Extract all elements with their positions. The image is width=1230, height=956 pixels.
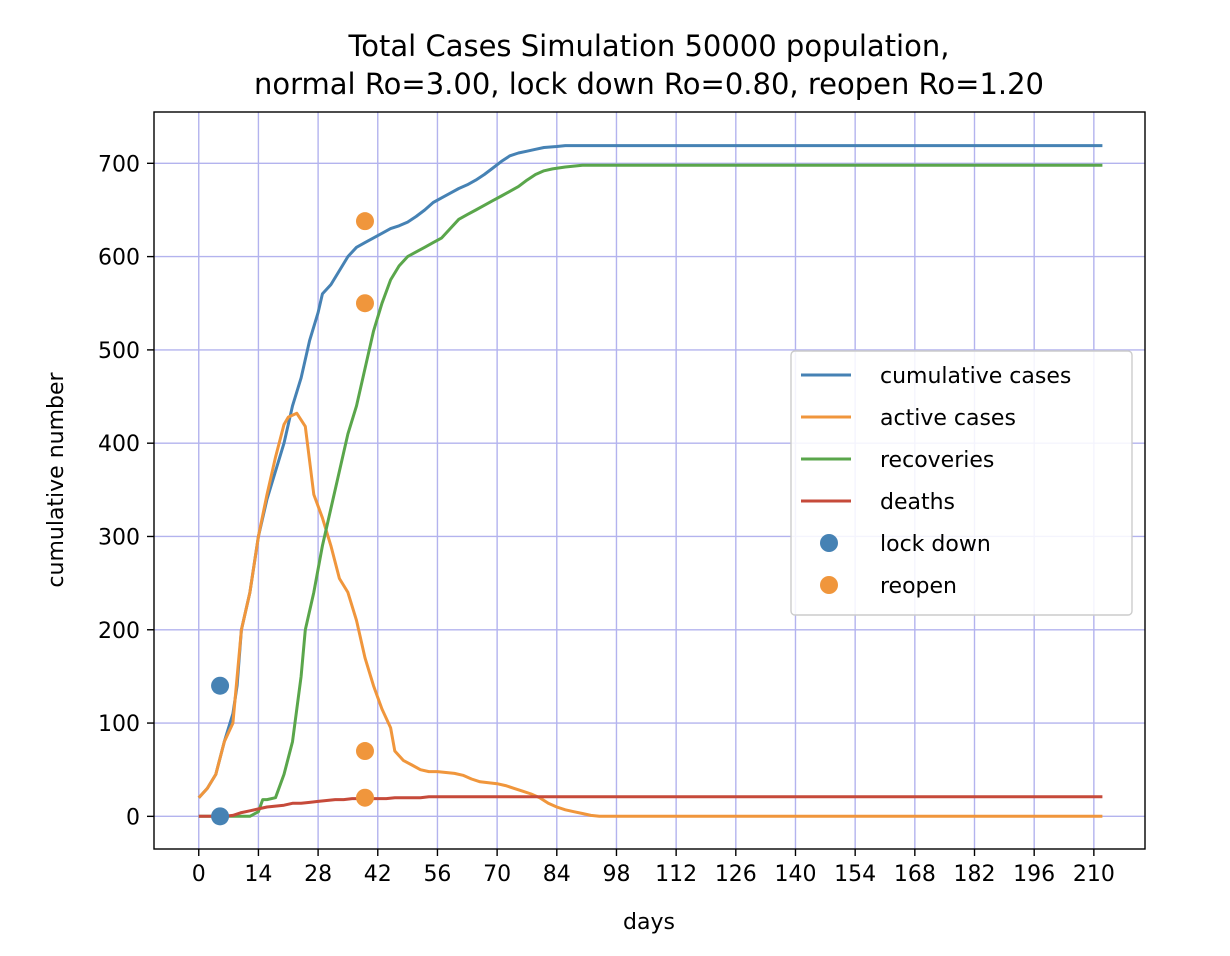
chart-title-line-2: normal Ro=3.00, lock down Ro=0.80, reope… <box>254 67 1044 101</box>
x-tick-label: 196 <box>1013 862 1055 887</box>
series-line-deaths <box>198 795 1103 818</box>
legend-label: recoveries <box>880 448 994 473</box>
x-tick-label: 98 <box>602 862 630 887</box>
chart-title-line-1: Total Cases Simulation 50000 population, <box>348 29 950 63</box>
legend-box <box>790 350 1133 616</box>
y-tick-label: 200 <box>98 619 140 644</box>
x-tick-label: 210 <box>1073 862 1115 887</box>
marker-reopen <box>355 294 374 313</box>
x-tick-label: 168 <box>894 862 936 887</box>
y-tick-label: 300 <box>98 525 140 550</box>
x-tick-label: 140 <box>774 862 816 887</box>
plot-frame <box>153 111 1146 850</box>
x-axis-label: days <box>623 910 675 935</box>
legend-label: cumulative cases <box>880 364 1071 389</box>
x-tick-label: 126 <box>715 862 757 887</box>
legend-label: lock down <box>880 532 991 557</box>
y-tick-label: 400 <box>98 432 140 457</box>
x-tick-label: 42 <box>364 862 392 887</box>
plot-series <box>197 144 1103 818</box>
x-tick-label: 0 <box>192 862 206 887</box>
legend-label: deaths <box>880 490 955 515</box>
legend-marker-swatch <box>820 576 838 594</box>
x-tick-label: 154 <box>834 862 876 887</box>
marker-lock-down <box>211 676 230 695</box>
plot-markers <box>211 212 374 826</box>
marker-reopen <box>355 212 374 231</box>
legend: cumulative cases active cases recoveries de… <box>790 350 1133 616</box>
legend-marker-swatch <box>820 534 838 552</box>
marker-reopen <box>355 788 374 807</box>
y-tick-label: 100 <box>98 712 140 737</box>
x-tick-label: 56 <box>423 862 451 887</box>
marker-lock-down <box>211 807 230 826</box>
x-tick-label: 14 <box>244 862 272 887</box>
y-tick-label: 600 <box>98 246 140 271</box>
x-tick-label: 70 <box>483 862 511 887</box>
x-tick-label: 112 <box>655 862 697 887</box>
axis-ticks: 0 14 28 42 56 70 84 98 112 126 140 154 168 182 196 210 0… <box>98 152 1115 887</box>
y-tick-label: 0 <box>126 805 140 830</box>
x-tick-label: 28 <box>304 862 332 887</box>
y-tick-label: 700 <box>98 152 140 177</box>
series-line-recoveries <box>198 163 1103 818</box>
x-tick-label: 84 <box>543 862 571 887</box>
y-axis-label: cumulative number <box>44 371 69 587</box>
x-tick-label: 182 <box>954 862 996 887</box>
y-tick-label: 500 <box>98 339 140 364</box>
legend-label: reopen <box>880 574 957 599</box>
legend-label: active cases <box>880 406 1016 431</box>
marker-reopen <box>355 742 374 761</box>
